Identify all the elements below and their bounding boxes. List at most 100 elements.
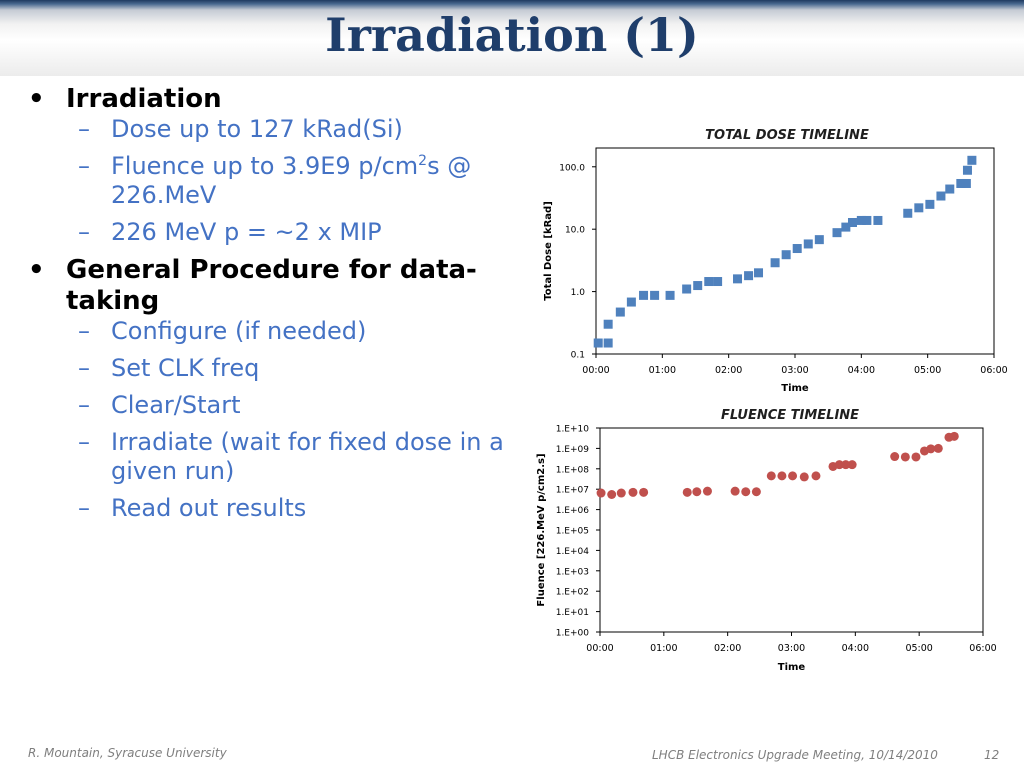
data-point — [603, 319, 613, 329]
bullet-list: Irradiation Dose up to 127 kRad(Si) Flue… — [28, 84, 508, 531]
y-tick-label: 1.E+02 — [556, 588, 589, 598]
y-tick-label: 1.E+10 — [556, 425, 590, 435]
data-point — [626, 297, 636, 307]
data-point — [788, 471, 798, 481]
data-point — [945, 184, 955, 194]
fluence-text-post: s @ 226.MeV — [111, 152, 472, 209]
x-tick-label: 04:00 — [848, 365, 875, 376]
y-tick-label: 1.E+07 — [556, 486, 589, 496]
fluence-text-pre: Fluence up to 3.9E9 p/cm — [111, 152, 419, 180]
x-tick-label: 03:00 — [781, 365, 808, 376]
data-point — [900, 452, 910, 462]
title-band — [0, 0, 1024, 76]
data-point — [754, 268, 764, 278]
data-point — [841, 222, 851, 232]
footer-meeting: LHCB Electronics Upgrade Meeting, 10/14/… — [652, 748, 938, 762]
y-tick-label: 1.E+03 — [556, 567, 589, 577]
y-axis-label: Fluence [226.MeV p/cm2.s] — [536, 453, 547, 606]
data-point — [925, 199, 935, 209]
data-point — [814, 235, 824, 245]
y-tick-label: 1.E+06 — [556, 506, 590, 516]
data-point — [847, 218, 857, 228]
data-point — [803, 239, 813, 249]
x-tick-label: 00:00 — [586, 643, 613, 654]
sub-bullet-irradiate: Irradiate (wait for fixed dose in a give… — [66, 428, 508, 486]
data-point — [914, 203, 924, 213]
data-point — [665, 290, 675, 300]
sub-bullet-clear: Clear/Start — [66, 391, 508, 420]
data-point — [730, 486, 740, 496]
footer-author: R. Mountain, Syracuse University — [28, 746, 227, 760]
y-tick-label: 1.0 — [571, 288, 586, 298]
data-point — [639, 487, 649, 497]
y-tick-label: 10.0 — [565, 226, 585, 236]
data-point — [766, 471, 776, 481]
data-point — [704, 277, 714, 287]
data-point — [926, 444, 936, 454]
y-tick-label: 100.0 — [559, 163, 585, 173]
data-point — [639, 290, 649, 300]
x-tick-label: 02:00 — [715, 365, 742, 376]
sub-bullet-dose: Dose up to 127 kRad(Si) — [66, 115, 508, 144]
data-point — [847, 460, 857, 470]
data-point — [967, 155, 977, 165]
x-tick-label: 01:00 — [649, 365, 676, 376]
y-tick-label: 1.E+00 — [556, 629, 590, 639]
data-point — [693, 281, 703, 291]
sub-bullet-list: Dose up to 127 kRad(Si) Fluence up to 3.… — [66, 115, 508, 247]
slide-title: Irradiation (1) — [325, 8, 699, 62]
data-point — [628, 487, 638, 497]
data-point — [911, 452, 921, 462]
data-point — [741, 487, 751, 497]
data-point — [616, 488, 626, 498]
fluence-superscript: 2 — [418, 153, 428, 169]
y-tick-label: 1.E+04 — [556, 547, 590, 557]
data-point — [834, 460, 844, 470]
data-point — [650, 290, 660, 300]
data-point — [615, 307, 625, 317]
sub-bullet-clk: Set CLK freq — [66, 354, 508, 383]
data-point — [713, 277, 723, 287]
y-tick-label: 1.E+05 — [556, 527, 589, 537]
data-point — [692, 487, 702, 497]
y-tick-label: 1.E+08 — [556, 465, 590, 475]
data-point — [593, 338, 603, 348]
plot-area — [599, 427, 984, 633]
data-point — [744, 271, 754, 281]
x-tick-label: 05:00 — [905, 643, 932, 654]
data-point — [792, 244, 802, 254]
y-tick-label: 1.E+09 — [556, 445, 590, 455]
bullet-irradiation: Irradiation Dose up to 127 kRad(Si) Flue… — [28, 84, 508, 247]
data-point — [956, 178, 966, 188]
y-tick-label: 0.1 — [571, 351, 585, 361]
data-point — [933, 443, 943, 453]
bullet-text: General Procedure for data-taking — [66, 255, 477, 316]
data-point — [799, 472, 809, 482]
data-point — [682, 284, 692, 294]
sub-bullet-readout: Read out results — [66, 494, 508, 523]
data-point — [962, 165, 972, 175]
y-tick-label: 1.E+01 — [556, 608, 589, 618]
data-point — [770, 258, 780, 268]
data-point — [841, 460, 851, 470]
page-number: 12 — [984, 748, 1000, 762]
data-point — [751, 487, 761, 497]
data-point — [682, 487, 692, 497]
x-tick-label: 05:00 — [914, 365, 941, 376]
x-tick-label: 06:00 — [980, 365, 1007, 376]
bullet-text: Irradiation — [66, 84, 222, 114]
chart-title: FLUENCE TIMELINE — [721, 408, 859, 423]
data-point — [607, 489, 617, 499]
x-tick-label: 06:00 — [969, 643, 996, 654]
data-point — [856, 215, 866, 225]
chart-title: TOTAL DOSE TIMELINE — [705, 128, 869, 143]
x-tick-label: 04:00 — [842, 643, 869, 654]
sub-bullet-fluence: Fluence up to 3.9E9 p/cm2s @ 226.MeV — [66, 152, 508, 210]
x-tick-label: 00:00 — [582, 365, 609, 376]
data-point — [832, 228, 842, 238]
y-axis-label: Total Dose [kRad] — [543, 201, 554, 301]
data-point — [903, 208, 913, 218]
data-point — [603, 338, 613, 348]
